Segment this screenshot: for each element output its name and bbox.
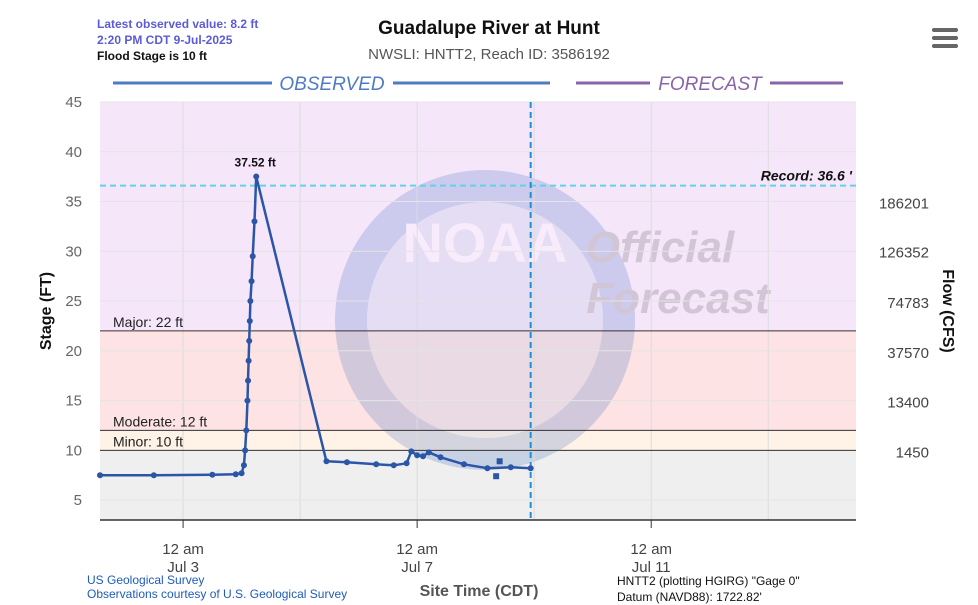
latest-observation-info: Latest observed value: 8.2 ft 2:20 PM CD… <box>97 16 258 64</box>
observation-marker <box>496 458 503 465</box>
flow-tick-label: 74783 <box>887 295 929 312</box>
y-tick-label: 25 <box>65 293 82 310</box>
source-link-observations[interactable]: Observations courtesy of U.S. Geological… <box>87 587 348 601</box>
watermark-line2: Forecast <box>586 274 772 323</box>
observed-point <box>437 454 444 461</box>
observed-point <box>209 471 216 478</box>
page-title: Guadalupe River at Hunt <box>378 18 600 39</box>
datum-line-2: Datum (NAVD88): 1722.82' <box>617 590 762 604</box>
y-tick-label: 30 <box>65 243 82 260</box>
band-moderate <box>100 430 856 451</box>
source-link-usgs[interactable]: US Geological Survey <box>87 573 205 587</box>
band-major <box>100 330 856 431</box>
latest-time: 2:20 PM CDT 9-Jul-2025 <box>97 33 233 47</box>
band-above-major <box>100 102 856 331</box>
y-tick-label: 20 <box>65 343 82 360</box>
flood-category-bands <box>100 102 856 520</box>
peak-label: 37.52 ft <box>235 155 276 169</box>
observed-point <box>408 448 415 455</box>
observed-point <box>484 465 491 472</box>
observed-point <box>527 465 534 472</box>
observed-point <box>150 472 157 479</box>
flow-tick-label: 1450 <box>896 444 929 461</box>
y-tick-label: 5 <box>74 492 82 509</box>
observed-point <box>242 447 249 454</box>
observed-point <box>251 218 258 225</box>
observed-point <box>246 337 253 344</box>
observed-point <box>343 459 350 466</box>
observed-point <box>323 458 330 465</box>
flow-tick-label: 186201 <box>879 196 929 213</box>
flow-tick-label: 13400 <box>887 395 929 412</box>
observation-marker <box>493 473 500 480</box>
observed-series: 37.52 ft <box>97 155 534 480</box>
x-tick-label-time: 12 am <box>396 541 438 558</box>
page-subtitle: NWSLI: HNTT2, Reach ID: 3586192 <box>368 46 610 63</box>
grid-lines <box>100 101 856 520</box>
y-tick-label: 10 <box>65 442 82 459</box>
y-tick-label: 35 <box>65 194 82 211</box>
observed-point <box>248 278 255 285</box>
threshold-lines: Major: 22 ft Moderate: 12 ft Minor: 10 ft R… <box>100 102 856 520</box>
flow-tick-label: 37570 <box>887 345 929 362</box>
observed-point <box>232 471 239 478</box>
observed-point <box>245 357 252 364</box>
x-tick-label-date: Jul 3 <box>167 559 199 576</box>
y2-axis-title: Flow (CFS) <box>939 269 956 353</box>
observed-point <box>249 253 256 260</box>
flow-tick-label: 126352 <box>879 244 929 261</box>
watermark-agency: NOAA <box>403 211 568 274</box>
x-axis-title: Site Time (CDT) <box>419 583 539 600</box>
observed-point <box>419 453 426 460</box>
observed-point <box>373 461 380 468</box>
threshold-label-moderate: Moderate: 12 ft <box>113 413 207 429</box>
observed-point <box>425 449 432 456</box>
record-label: Record: 36.6 ' <box>761 168 853 184</box>
observed-point <box>247 298 254 305</box>
observed-point <box>460 461 467 468</box>
section-headers: OBSERVED FORECAST <box>113 74 843 95</box>
x-tick-label-time: 12 am <box>630 541 672 558</box>
observed-point <box>507 464 514 471</box>
observed-point <box>390 462 397 469</box>
observed-point <box>240 462 247 469</box>
observed-point <box>238 470 245 477</box>
x-tick-label-date: Jul 7 <box>401 559 433 576</box>
observed-point <box>414 452 421 459</box>
observed-point <box>253 173 260 180</box>
x-tick-label-date: Jul 11 <box>632 559 671 576</box>
observed-point <box>403 460 410 467</box>
datum-line-1: HNTT2 (plotting HGIRG) "Gage 0" <box>617 574 800 588</box>
observed-point <box>245 377 252 384</box>
forecast-section-label: FORECAST <box>658 74 763 95</box>
y-tick-label: 40 <box>65 144 82 161</box>
hamburger-menu-icon[interactable] <box>932 28 958 50</box>
y-tick-label: 15 <box>65 393 82 410</box>
band-below-minor <box>100 450 856 520</box>
latest-value: Latest observed value: 8.2 ft <box>97 17 259 31</box>
observed-point <box>246 317 253 324</box>
datum-info: HNTT2 (plotting HGIRG) "Gage 0" Datum (N… <box>617 573 800 605</box>
y-tick-label: 45 <box>65 94 82 111</box>
threshold-label-major: Major: 22 ft <box>113 314 183 330</box>
flood-stage: Flood Stage is 10 ft <box>97 49 208 63</box>
x-tick-label-time: 12 am <box>162 541 204 558</box>
observed-point <box>243 427 250 434</box>
y-axis-title: Stage (FT) <box>38 272 55 350</box>
observed-point <box>244 397 251 404</box>
watermark-line1: Official <box>586 223 735 272</box>
observed-section-label: OBSERVED <box>279 74 385 95</box>
threshold-label-minor: Minor: 10 ft <box>113 433 183 449</box>
data-source: US Geological Survey Observations courte… <box>87 573 347 601</box>
observed-point <box>97 472 103 479</box>
noaa-watermark: NOAA Official Forecast <box>335 170 772 470</box>
